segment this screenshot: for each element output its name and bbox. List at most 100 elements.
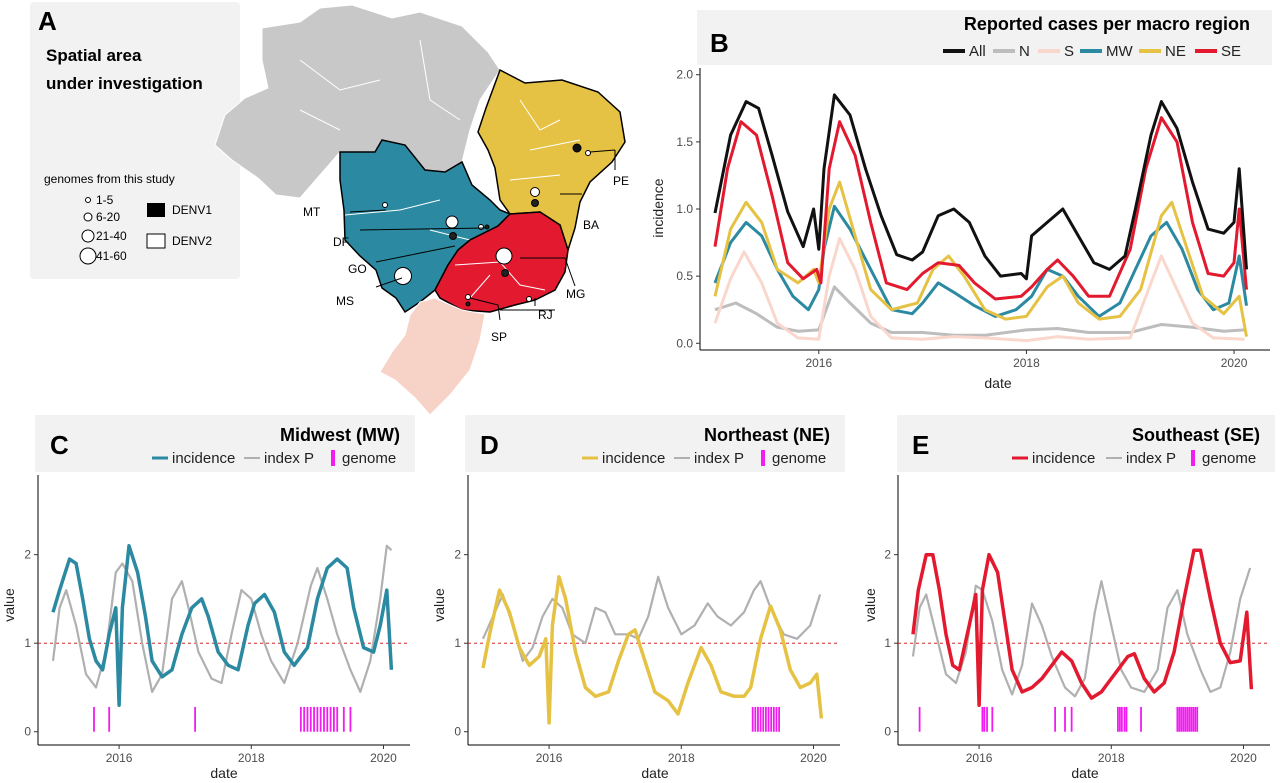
incidence-line <box>911 548 1254 707</box>
sample-circle <box>478 224 484 230</box>
incidence-line <box>481 575 824 725</box>
type-legend-denv2-label: DENV2 <box>172 234 212 248</box>
series-line-mw <box>713 204 1248 318</box>
region-label-mt: MT <box>303 205 321 219</box>
panel-a-background <box>30 2 240 279</box>
panel-c-legend: incidence index P genome <box>152 450 396 467</box>
x-tick-label: 2020 <box>1230 751 1257 765</box>
legend-label-s: S <box>1064 43 1074 60</box>
panel-c-ylabel: value <box>1 588 17 622</box>
y-tick-label: 0 <box>454 725 461 739</box>
sample-circle <box>449 232 457 240</box>
legend-label-genome: genome <box>772 450 826 467</box>
series-line-ne <box>713 180 1248 337</box>
region-label-df: DF <box>333 235 349 249</box>
map-leader-lines <box>349 149 616 321</box>
panel-b-legend: All N S MW NE SE <box>943 43 1241 60</box>
x-tick-label: 2018 <box>238 751 265 765</box>
panel-a-letter: A <box>38 6 57 36</box>
y-tick-label: 2 <box>454 548 461 562</box>
panel-d-ylabel: value <box>431 588 447 622</box>
region-label-go: GO <box>348 262 367 276</box>
sample-circle <box>585 150 591 156</box>
panel-d-plot: 2016 2018 2020 0 1 2 <box>454 475 840 765</box>
region-label-pe: PE <box>613 174 629 188</box>
size-legend-label-4: 41-60 <box>96 249 127 263</box>
incidence-line <box>51 544 394 707</box>
sample-circle <box>394 267 412 285</box>
series-line-s <box>713 237 1245 343</box>
y-tick-label: 2.0 <box>676 68 693 82</box>
index-p-line <box>911 567 1252 698</box>
legend-label-n: N <box>1019 43 1030 60</box>
sample-circle <box>526 296 532 302</box>
sample-circle <box>530 187 540 197</box>
y-tick-label: 2 <box>884 548 891 562</box>
x-tick-label: 2020 <box>800 751 827 765</box>
panel-c-plot: 2016 2018 2020 0 1 2 <box>24 475 410 765</box>
panel-c-xlabel: date <box>210 765 237 781</box>
y-tick-label: 1.5 <box>676 135 693 149</box>
series-line-se <box>713 116 1248 301</box>
legend-label-incidence: incidence <box>602 450 665 467</box>
legend-label-incidence: incidence <box>1032 450 1095 467</box>
sample-circle <box>445 215 459 229</box>
x-tick-label: 2016 <box>805 356 832 370</box>
size-legend-circle-1 <box>85 197 91 203</box>
y-tick-label: 1 <box>24 636 31 650</box>
y-tick-label: 0 <box>884 725 891 739</box>
sample-circle <box>501 269 509 277</box>
map-region-northeast <box>477 68 626 253</box>
x-tick-label: 2018 <box>668 751 695 765</box>
size-legend-title: genomes from this study <box>44 172 175 186</box>
x-tick-label: 2016 <box>106 751 133 765</box>
panel-b-xlabel: date <box>984 375 1011 391</box>
panel-a: A Spatial area under investigation genom… <box>30 2 629 416</box>
x-tick-label: 2020 <box>1221 356 1248 370</box>
panel-e-letter: E <box>912 430 929 460</box>
size-legend-circle-2 <box>83 212 93 222</box>
legend-label-ne: NE <box>1165 43 1186 60</box>
sample-circle <box>382 202 388 208</box>
sample-circle <box>465 301 471 307</box>
region-label-sp: SP <box>491 330 507 344</box>
panel-b-header <box>697 10 1272 65</box>
legend-label-se: SE <box>1221 43 1241 60</box>
x-tick-label: 2020 <box>370 751 397 765</box>
legend-label-index-p: index P <box>694 450 744 467</box>
panel-d-title: Northeast (NE) <box>704 425 830 445</box>
panel-c: C Midwest (MW) incidence index P genome … <box>1 415 415 781</box>
panel-b-title: Reported cases per macro region <box>964 14 1250 34</box>
region-label-ms: MS <box>336 294 354 308</box>
size-legend-label-2: 6-20 <box>96 210 120 224</box>
y-tick-label: 1 <box>884 636 891 650</box>
legend-label-index-p: index P <box>1126 450 1176 467</box>
panel-e-xlabel: date <box>1071 765 1098 781</box>
series-line-n <box>714 285 1245 337</box>
region-label-mg: MG <box>566 287 585 301</box>
index-p-line <box>481 575 822 662</box>
sample-circle <box>495 247 513 265</box>
map-north-borders <box>299 39 461 131</box>
size-legend-circle-3 <box>81 229 95 243</box>
size-legend-circle-4 <box>79 247 97 265</box>
panel-e-title: Southeast (SE) <box>1132 425 1260 445</box>
sample-circle <box>572 143 582 153</box>
panel-b-plot: 2016 2018 2020 0.0 0.5 1.0 1.5 2.0 <box>676 68 1270 370</box>
type-legend-denv1-swatch <box>147 203 165 217</box>
type-legend-denv1-label: DENV1 <box>172 203 212 217</box>
panel-d: D Northeast (NE) incidence index P genom… <box>431 415 845 781</box>
y-tick-label: 0.5 <box>676 269 693 283</box>
y-tick-label: 0.0 <box>676 336 693 350</box>
map-southeast-borders <box>454 261 546 299</box>
y-tick-label: 2 <box>24 548 31 562</box>
panel-e: E Southeast (SE) incidence index P genom… <box>862 415 1275 781</box>
panel-a-title-line1: Spatial area <box>46 46 142 65</box>
panel-e-ylabel: value <box>862 588 878 622</box>
x-tick-label: 2016 <box>966 751 993 765</box>
series-line-all <box>713 93 1248 281</box>
panel-d-header <box>465 415 845 472</box>
panel-d-letter: D <box>480 430 499 460</box>
